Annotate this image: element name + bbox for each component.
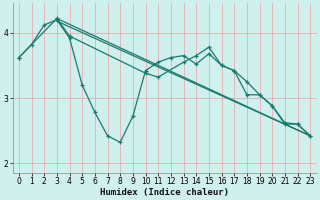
X-axis label: Humidex (Indice chaleur): Humidex (Indice chaleur)	[100, 188, 229, 197]
